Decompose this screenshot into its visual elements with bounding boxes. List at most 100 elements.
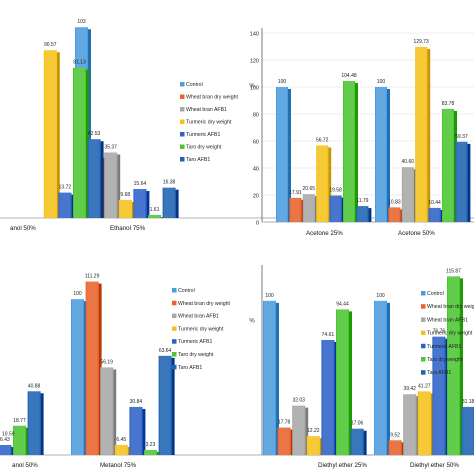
category-label: Metanol 75% <box>100 462 137 469</box>
bar-side <box>40 393 44 455</box>
bar <box>321 339 335 455</box>
bar-side <box>387 89 390 222</box>
data-label: 15.64 <box>134 181 147 187</box>
bar-highlight <box>101 367 113 455</box>
bar-highlight <box>277 87 287 222</box>
data-label: 30.84 <box>130 399 143 405</box>
bar-side <box>88 29 91 218</box>
legend-label: Turmeric dry weight <box>186 120 232 126</box>
bar-highlight <box>322 339 334 455</box>
bar-highlight <box>337 309 348 455</box>
data-label: 100 <box>376 293 385 299</box>
data-label: 59.37 <box>455 134 468 140</box>
data-label: 42.53 <box>88 131 101 137</box>
legend-label: Taro AFB1 <box>178 365 202 371</box>
bar-highlight <box>448 276 459 455</box>
bar-side <box>276 302 279 455</box>
bar-highlight <box>462 406 474 455</box>
legend-swatch <box>421 304 426 309</box>
bar-side <box>355 82 358 223</box>
bar-side <box>363 430 367 455</box>
y-tick-label: 60 <box>253 140 259 146</box>
bar-highlight <box>429 207 440 222</box>
y-tick-label: 80 <box>253 113 259 119</box>
legend-label: Wheat bran dry weight <box>427 304 474 310</box>
legend-swatch <box>172 288 177 293</box>
legend-swatch <box>421 317 426 322</box>
bar <box>58 192 72 218</box>
bar <box>356 206 369 222</box>
y-axis-label: % <box>249 319 255 325</box>
bar-side <box>334 341 338 455</box>
bar-side <box>56 52 60 218</box>
bar <box>292 405 306 455</box>
bar-side <box>445 338 449 455</box>
bar-side <box>117 154 121 218</box>
legend-bottom-right-panel: Control Wheat bran dry weight Wheat bran A… <box>421 291 474 376</box>
data-label: 100 <box>377 79 386 85</box>
bar-highlight <box>290 197 301 222</box>
legend-swatch <box>172 326 177 331</box>
category-label: Diethyl ether 25% <box>318 462 367 469</box>
y-tick-label: 40 <box>253 167 259 173</box>
legend-label: Turmeric dry weight <box>427 331 473 337</box>
data-label: 76.76 <box>433 329 446 335</box>
data-label: 10.83 <box>388 199 401 205</box>
bar-highlight <box>74 67 85 219</box>
bar-highlight <box>264 300 275 455</box>
bar <box>461 406 474 455</box>
bar <box>388 207 401 222</box>
bar <box>316 145 329 222</box>
bar-side <box>328 147 332 222</box>
bar-side <box>319 438 323 455</box>
bar-highlight <box>88 139 100 218</box>
bar-highlight <box>159 355 171 455</box>
data-label: 6.45 <box>116 437 126 443</box>
data-label: 81.13 <box>73 60 86 66</box>
bar-highlight <box>307 436 319 455</box>
data-label: 40.88 <box>28 383 41 389</box>
bar-side <box>171 357 175 455</box>
data-label: 1.61 <box>150 207 160 213</box>
bar-highlight <box>351 428 363 455</box>
bar <box>447 276 460 455</box>
bar-side <box>26 427 29 455</box>
bar <box>432 336 446 455</box>
data-label: 18.77 <box>13 418 26 424</box>
data-label: 90.57 <box>44 42 57 48</box>
category-label: Diethyl ether 50% <box>410 462 459 469</box>
data-label: 129.73 <box>414 39 430 45</box>
data-label: 31.18 <box>462 399 474 405</box>
bar <box>73 67 86 219</box>
bar <box>162 187 176 218</box>
bar-highlight <box>149 215 160 218</box>
legend-label: Taro AFB1 <box>186 157 210 163</box>
legend-label: Turmeric dry weight <box>178 326 224 332</box>
bar-highlight <box>72 299 83 455</box>
legend-swatch <box>172 364 177 370</box>
bar <box>133 189 147 218</box>
legend-top-right-panel: Control Wheat bran dry weight Wheat bran A… <box>180 82 238 163</box>
data-label: 41.27 <box>418 383 431 389</box>
panel-bottom-right: % 100 100 17.78 9.52 32.03 39.42 12.22 41.27 74.6… <box>249 265 474 469</box>
bar-highlight <box>86 281 98 455</box>
bar-side <box>460 278 463 455</box>
bar-highlight <box>105 152 117 218</box>
bar <box>374 300 387 455</box>
bar-highlight <box>145 449 156 455</box>
bar <box>148 215 161 218</box>
bar <box>336 309 349 455</box>
data-label: 20.65 <box>303 186 316 192</box>
data-label: 40.60 <box>402 159 415 165</box>
data-label: 13.72 <box>59 185 72 191</box>
bar-highlight <box>389 440 401 455</box>
data-label: 111.29 <box>85 274 100 280</box>
data-label: 115.87 <box>446 268 461 274</box>
bar-side <box>86 69 89 219</box>
data-label: 103 <box>77 19 86 25</box>
data-label: 9.52 <box>390 432 400 438</box>
data-label: 104.48 <box>341 73 357 79</box>
y-tick-label: 0 <box>256 221 259 227</box>
legend-label: Control <box>186 82 203 88</box>
